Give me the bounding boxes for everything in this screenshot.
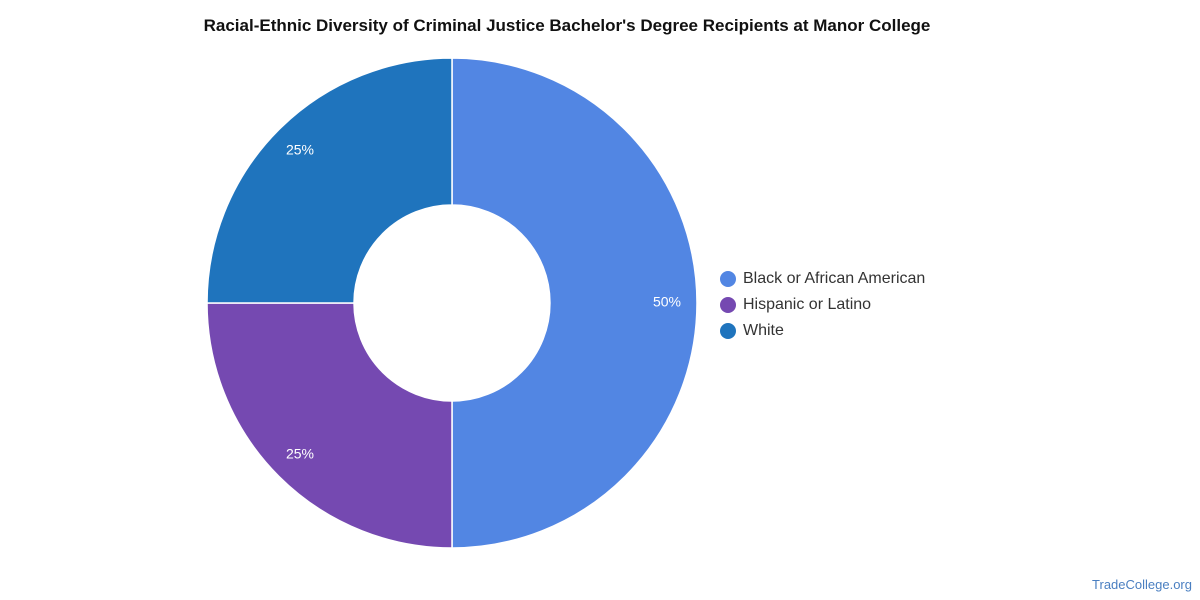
legend-swatch [720,271,736,287]
legend-label: Black or African American [743,270,926,287]
donut-slice-white[interactable] [206,57,453,304]
chart-legend: Black or African American Hispanic or Lat… [720,266,925,344]
legend-item[interactable]: Hispanic or Latino [720,292,925,318]
legend-item[interactable]: Black or African American [720,266,925,292]
slice-value-label: 25% [286,446,314,462]
legend-swatch [720,297,736,313]
chart-title: Racial-Ethnic Diversity of Criminal Just… [203,16,931,35]
slice-value-label: 25% [286,142,314,158]
donut-slice-hispanic-or-latino[interactable] [206,302,453,549]
legend-label: Hispanic or Latino [743,296,872,313]
legend-item[interactable]: White [720,318,925,344]
source-credit[interactable]: TradeCollege.org [1092,577,1192,592]
legend-swatch [720,323,736,339]
slice-value-label: 50% [653,294,681,310]
donut-slice-black-or-african-american[interactable] [451,57,698,549]
legend-label: White [743,322,784,339]
